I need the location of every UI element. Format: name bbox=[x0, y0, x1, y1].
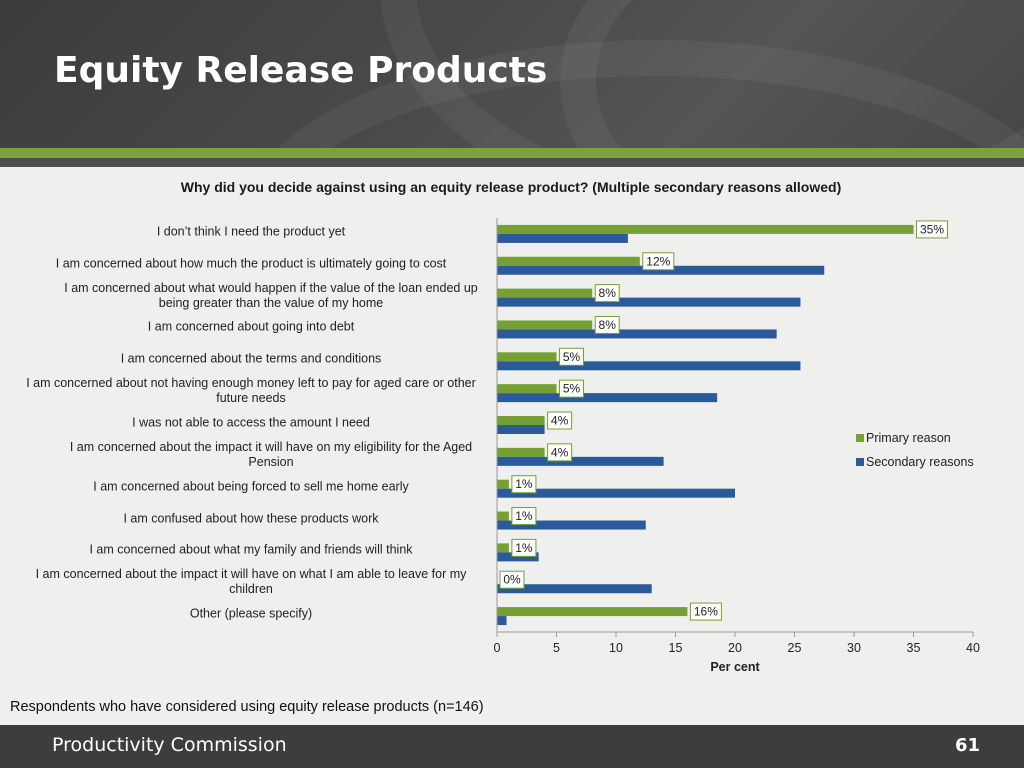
category-label: I am confused about how these products w… bbox=[123, 511, 379, 526]
legend-label-primary: Primary reason bbox=[866, 431, 951, 445]
bar-primary bbox=[497, 256, 640, 266]
bar-secondary bbox=[497, 488, 735, 498]
data-label-box bbox=[547, 411, 573, 430]
data-label-box bbox=[689, 602, 722, 621]
bar-primary bbox=[497, 384, 557, 394]
x-axis-title: Per cent bbox=[710, 660, 760, 674]
bar-primary bbox=[497, 607, 688, 617]
category-label: I am concerned about how much the produc… bbox=[55, 256, 447, 271]
page-title: Equity Release Products bbox=[54, 50, 548, 91]
data-label: 4% bbox=[551, 414, 569, 428]
category-label: I am concerned about being forced to sel… bbox=[93, 479, 409, 494]
category-label: I don’t think I need the product yet bbox=[156, 224, 346, 239]
bar-secondary bbox=[497, 616, 507, 626]
bar-secondary bbox=[497, 456, 664, 466]
category-label: I am concerned about going into debt bbox=[147, 319, 355, 334]
data-label: 1% bbox=[515, 477, 533, 491]
x-tick-label: 30 bbox=[847, 641, 861, 655]
data-label-box bbox=[511, 507, 537, 526]
bar-secondary bbox=[497, 233, 628, 243]
data-label-box bbox=[642, 252, 675, 271]
data-label: 5% bbox=[563, 350, 581, 364]
category-label: Other (please specify) bbox=[189, 606, 313, 621]
data-label: 8% bbox=[599, 286, 617, 300]
bar-primary bbox=[497, 416, 545, 425]
data-label: 0% bbox=[503, 573, 521, 587]
category-label: I am concerned about not having enough m… bbox=[26, 376, 476, 406]
chart-title: Why did you decide against using an equi… bbox=[180, 179, 842, 195]
category-label: I am concerned about the impact it will … bbox=[69, 439, 473, 469]
data-label: 16% bbox=[694, 605, 718, 619]
bar-primary bbox=[497, 543, 509, 553]
divider-stripe bbox=[0, 158, 1024, 167]
legend-label-secondary: Secondary reasons bbox=[866, 455, 974, 469]
page-number: 61 bbox=[954, 735, 980, 756]
bar-secondary bbox=[497, 425, 545, 434]
category-label: I am concerned about the terms and condi… bbox=[120, 351, 382, 366]
bar-primary bbox=[497, 352, 557, 362]
x-tick-label: 5 bbox=[553, 641, 560, 655]
data-label: 35% bbox=[920, 222, 944, 236]
legend-swatch-secondary bbox=[856, 458, 864, 466]
bar-primary bbox=[497, 447, 545, 457]
category-label: I am concerned about what my family and … bbox=[89, 542, 413, 557]
x-tick-label: 0 bbox=[494, 641, 501, 655]
data-label: 1% bbox=[515, 541, 533, 555]
x-tick-label: 35 bbox=[907, 641, 921, 655]
bar-secondary bbox=[497, 393, 718, 403]
chart-legend: Primary reason Secondary reasons bbox=[856, 426, 974, 474]
bar-secondary bbox=[497, 329, 777, 339]
data-label-box bbox=[547, 443, 573, 462]
data-label: 4% bbox=[551, 445, 569, 459]
data-label: 8% bbox=[599, 318, 617, 332]
data-label-box bbox=[511, 538, 537, 557]
legend-swatch-primary bbox=[856, 434, 864, 442]
bar-primary bbox=[497, 479, 509, 489]
data-label-box bbox=[594, 284, 620, 303]
x-tick-label: 20 bbox=[728, 641, 742, 655]
footer-bar: Productivity Commission 61 bbox=[0, 725, 1024, 768]
x-tick-label: 40 bbox=[966, 641, 980, 655]
bar-primary bbox=[497, 320, 593, 330]
x-tick-label: 10 bbox=[609, 641, 623, 655]
bar-secondary bbox=[497, 361, 801, 371]
footer-organisation: Productivity Commission bbox=[52, 734, 287, 756]
bar-primary bbox=[497, 224, 914, 234]
legend-item-secondary: Secondary reasons bbox=[856, 450, 974, 474]
category-label: I am concerned about what would happen i… bbox=[64, 280, 478, 310]
legend-item-primary: Primary reason bbox=[856, 426, 974, 450]
footnote: Respondents who have considered using eq… bbox=[10, 699, 484, 715]
data-label: 1% bbox=[515, 509, 533, 523]
data-label: 5% bbox=[563, 382, 581, 396]
data-label-box bbox=[916, 220, 948, 239]
category-label: I am concerned about the impact it will … bbox=[35, 567, 467, 597]
data-label-box bbox=[559, 347, 584, 366]
category-label: I was not able to access the amount I ne… bbox=[132, 415, 370, 430]
bar-secondary bbox=[497, 584, 652, 594]
bar-primary bbox=[497, 288, 593, 298]
accent-stripe bbox=[0, 148, 1024, 158]
bar-primary bbox=[497, 511, 509, 521]
data-label-box bbox=[594, 315, 620, 334]
x-tick-label: 15 bbox=[669, 641, 683, 655]
title-banner: Equity Release Products bbox=[0, 0, 1024, 148]
bar-secondary bbox=[497, 520, 646, 530]
data-label-box bbox=[499, 570, 525, 589]
data-label: 12% bbox=[646, 254, 670, 268]
bar-secondary bbox=[497, 297, 801, 307]
data-label-box bbox=[511, 475, 537, 494]
x-tick-label: 25 bbox=[788, 641, 802, 655]
data-label-box bbox=[559, 379, 584, 398]
